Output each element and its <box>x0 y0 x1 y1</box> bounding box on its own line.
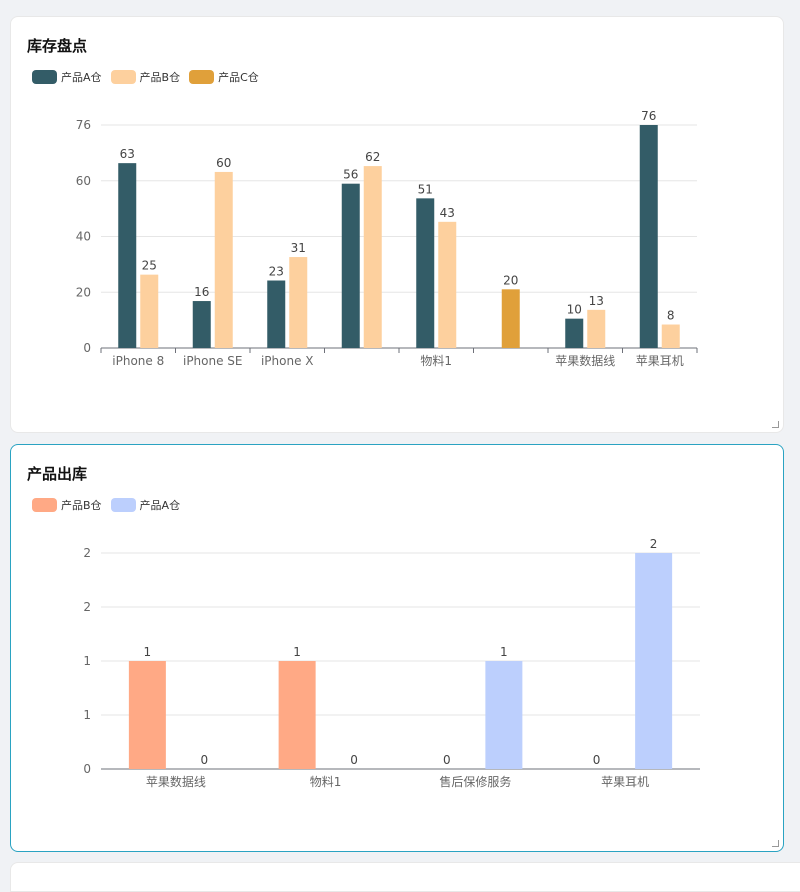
data-label: 1 <box>293 645 301 659</box>
data-label: 0 <box>593 753 601 767</box>
data-label: 60 <box>216 156 231 170</box>
x-tick-label: 苹果耳机 <box>601 775 649 789</box>
resize-handle-icon[interactable] <box>772 840 779 847</box>
outbound-bar-chart: 0 1 1 2 2 1 0 苹果数据线 1 0 物料1 0 1 售后保修服务 0 2 苹果耳机 <box>83 537 700 789</box>
bar[interactable] <box>635 553 673 769</box>
y-tick-label: 1 <box>83 654 91 668</box>
legend-label: 产品C仓 <box>218 71 259 84</box>
bar[interactable] <box>267 280 286 348</box>
bar[interactable] <box>639 125 658 348</box>
data-label: 76 <box>641 109 656 123</box>
bar[interactable] <box>128 661 166 769</box>
bar[interactable] <box>501 289 520 348</box>
resize-handle-icon[interactable] <box>772 421 779 428</box>
bar[interactable] <box>661 324 680 348</box>
x-tick-label: 物料1 <box>420 354 452 368</box>
data-label: 63 <box>120 147 135 161</box>
data-label: 8 <box>667 309 675 323</box>
data-label: 16 <box>194 285 209 299</box>
y-tick-label: 40 <box>76 230 91 244</box>
x-tick-label: iPhone SE <box>183 354 243 368</box>
legend-swatch <box>32 70 57 84</box>
data-label: 2 <box>650 537 658 551</box>
legend-swatch <box>189 70 215 84</box>
inventory-bar-chart: 0 20 40 60 76 63 25 iPhone 8 16 60 iPhone SE 23 31 iP… <box>76 109 698 368</box>
bar[interactable] <box>341 183 360 348</box>
legend-swatch <box>110 498 136 512</box>
data-label: 51 <box>418 182 433 196</box>
bar[interactable] <box>565 318 584 348</box>
legend-item[interactable]: 产品B仓 <box>110 69 181 85</box>
bar[interactable] <box>140 274 159 348</box>
data-label: 0 <box>201 753 209 767</box>
bar[interactable] <box>485 661 523 769</box>
x-tick-label: 售后保修服务 <box>439 774 511 789</box>
x-tick-label: 苹果数据线 <box>146 774 206 789</box>
next-card <box>10 862 800 892</box>
x-tick-label: iPhone X <box>261 354 314 368</box>
legend-label: 产品B仓 <box>61 499 102 512</box>
y-tick-label: 0 <box>83 762 91 776</box>
data-label: 10 <box>567 303 582 317</box>
x-tick-label: 苹果数据线 <box>555 353 615 368</box>
chart-legend: 产品A仓 产品B仓 产品C仓 <box>32 69 268 85</box>
legend-item[interactable]: 产品C仓 <box>189 69 259 85</box>
legend-swatch <box>32 498 57 512</box>
data-label: 56 <box>343 168 358 182</box>
y-tick-label: 2 <box>83 600 91 614</box>
bar[interactable] <box>289 257 308 348</box>
data-label: 1 <box>144 645 152 659</box>
bar[interactable] <box>192 301 211 348</box>
x-tick-label: 苹果耳机 <box>636 354 684 368</box>
data-label: 62 <box>365 150 380 164</box>
legend-item[interactable]: 产品A仓 <box>110 497 181 513</box>
y-tick-label: 60 <box>76 174 91 188</box>
outbound-card: 产品出库 产品B仓 产品A仓 0 1 1 2 2 1 0 苹果数据线 1 0 物料1 0 1 售后保修服务 0… <box>10 444 784 852</box>
card-title: 库存盘点 <box>27 37 88 55</box>
bar[interactable] <box>363 166 382 348</box>
data-label: 25 <box>142 259 157 273</box>
bar[interactable] <box>438 221 457 348</box>
data-label: 20 <box>503 273 518 287</box>
data-label: 13 <box>589 294 604 308</box>
bar[interactable] <box>214 171 233 348</box>
card-title: 产品出库 <box>27 465 88 483</box>
chart-legend: 产品B仓 产品A仓 <box>32 497 189 513</box>
data-label: 0 <box>350 753 358 767</box>
bar[interactable] <box>278 661 316 769</box>
y-tick-label: 0 <box>83 341 91 355</box>
data-label: 0 <box>443 753 451 767</box>
data-label: 31 <box>291 241 306 255</box>
y-tick-label: 20 <box>76 285 91 299</box>
data-label: 43 <box>440 206 455 220</box>
legend-swatch <box>110 70 136 84</box>
data-label: 1 <box>500 645 508 659</box>
y-tick-label: 1 <box>83 708 91 722</box>
bar[interactable] <box>416 198 435 348</box>
legend-item[interactable]: 产品B仓 <box>32 497 102 513</box>
data-label: 23 <box>269 265 284 279</box>
bar[interactable] <box>587 309 606 348</box>
x-tick-label: 物料1 <box>310 775 342 789</box>
legend-label: 产品A仓 <box>139 499 181 512</box>
legend-item[interactable]: 产品A仓 <box>32 69 102 85</box>
inventory-card: 库存盘点 产品A仓 产品B仓 产品C仓 0 20 40 60 76 63 25 iPhone 8 1… <box>10 16 784 433</box>
x-tick-label: iPhone 8 <box>112 354 164 368</box>
legend-label: 产品B仓 <box>139 71 181 84</box>
y-tick-label: 76 <box>76 118 91 132</box>
legend-label: 产品A仓 <box>61 71 102 84</box>
bar[interactable] <box>118 163 137 348</box>
y-tick-label: 2 <box>83 546 91 560</box>
